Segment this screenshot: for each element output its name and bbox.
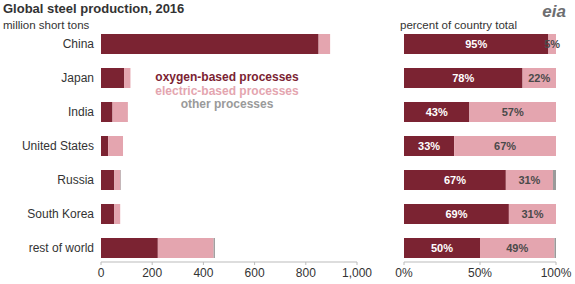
chart-root: Global steel production, 2016 million sho… — [0, 0, 575, 284]
data-label: 57% — [502, 106, 524, 118]
tick-label: 800 — [296, 266, 316, 280]
tick-mark — [404, 262, 405, 265]
category-label: India — [68, 105, 94, 119]
tick-mark — [254, 262, 255, 265]
bar-segment — [330, 34, 331, 54]
tick-label: 0% — [395, 266, 413, 280]
bar-segment — [101, 204, 114, 224]
data-label: 5% — [544, 38, 560, 50]
data-label: 49% — [506, 242, 528, 254]
category-label: Japan — [61, 71, 94, 85]
x-axis-line — [101, 262, 357, 263]
bar-segment — [404, 204, 509, 224]
bar-segment — [556, 68, 557, 88]
tick-mark — [305, 262, 306, 265]
data-label: 33% — [418, 140, 440, 152]
bar-segment — [404, 102, 469, 122]
tick-mark — [480, 262, 481, 265]
bar-segment — [454, 136, 556, 156]
bars — [101, 34, 330, 258]
tick-mark — [203, 262, 204, 265]
tick-label: 50% — [468, 266, 492, 280]
subtitle: million short tons — [3, 19, 90, 31]
bar-segment — [404, 68, 523, 88]
data-label: 43% — [426, 106, 448, 118]
category-label: China — [63, 37, 95, 51]
bar-segment — [319, 34, 331, 54]
category-label: United States — [22, 139, 94, 153]
bar-segment — [124, 68, 130, 88]
bar-segment — [556, 102, 557, 122]
data-label: 50% — [431, 242, 453, 254]
tick-label: 400 — [193, 266, 213, 280]
bar-segment — [509, 204, 556, 224]
bar-segment — [114, 204, 120, 224]
category-label: Russia — [57, 173, 94, 187]
bar-segment — [101, 136, 108, 156]
legend-entry: oxygen-based processes — [155, 70, 299, 84]
category-label: South Korea — [27, 207, 94, 221]
bar-segment — [404, 136, 454, 156]
data-label: 69% — [445, 208, 467, 220]
tick-mark — [152, 262, 153, 265]
bar-segment — [404, 34, 548, 54]
bar-segment — [101, 238, 158, 258]
tick-label: 1,000 — [342, 266, 372, 280]
legend-entry: electric-based processes — [155, 84, 299, 98]
bar-segment — [480, 238, 554, 258]
bar-segment — [469, 102, 556, 122]
bar-segment — [101, 102, 113, 122]
bar-segment — [114, 170, 120, 190]
tick-mark — [357, 262, 358, 265]
bar-segment — [120, 170, 122, 190]
bar-segment — [556, 136, 557, 156]
bar-segment — [553, 170, 556, 190]
data-label: 22% — [528, 72, 550, 84]
bar-segment — [127, 102, 128, 122]
bar-segment — [108, 136, 123, 156]
title: Global steel production, 2016 — [3, 1, 184, 16]
category-label: rest of world — [29, 241, 94, 255]
bars — [404, 34, 556, 258]
bar-segment — [113, 102, 128, 122]
data-label: 95% — [465, 38, 487, 50]
bar-segment — [554, 238, 556, 258]
tick-label: 600 — [245, 266, 265, 280]
bar-segment — [404, 170, 506, 190]
bar-segment — [404, 238, 480, 258]
bar-segment — [158, 238, 214, 258]
bar-segment — [123, 136, 124, 156]
tick-label: 100% — [541, 266, 572, 280]
bar-segment — [130, 68, 131, 88]
bar-segment — [101, 170, 114, 190]
data-label: 67% — [494, 140, 516, 152]
bar-segment — [120, 204, 121, 224]
tick-label: 0 — [98, 266, 105, 280]
bar-segment — [523, 68, 556, 88]
tick-label: 200 — [142, 266, 162, 280]
subtitle: percent of country total — [400, 19, 517, 31]
bar-segment — [556, 204, 557, 224]
data-label: 78% — [452, 72, 474, 84]
tick-mark — [556, 262, 557, 265]
bar-segment — [214, 238, 215, 258]
bar-segment — [101, 68, 124, 88]
bar-segment — [506, 170, 553, 190]
data-label: 67% — [444, 174, 466, 186]
tick-mark — [101, 262, 102, 265]
data-label: 31% — [518, 174, 540, 186]
data-label: 31% — [521, 208, 543, 220]
bar-segment — [101, 34, 319, 54]
logo: eia — [542, 2, 566, 21]
legend-entry: other processes — [181, 97, 274, 111]
